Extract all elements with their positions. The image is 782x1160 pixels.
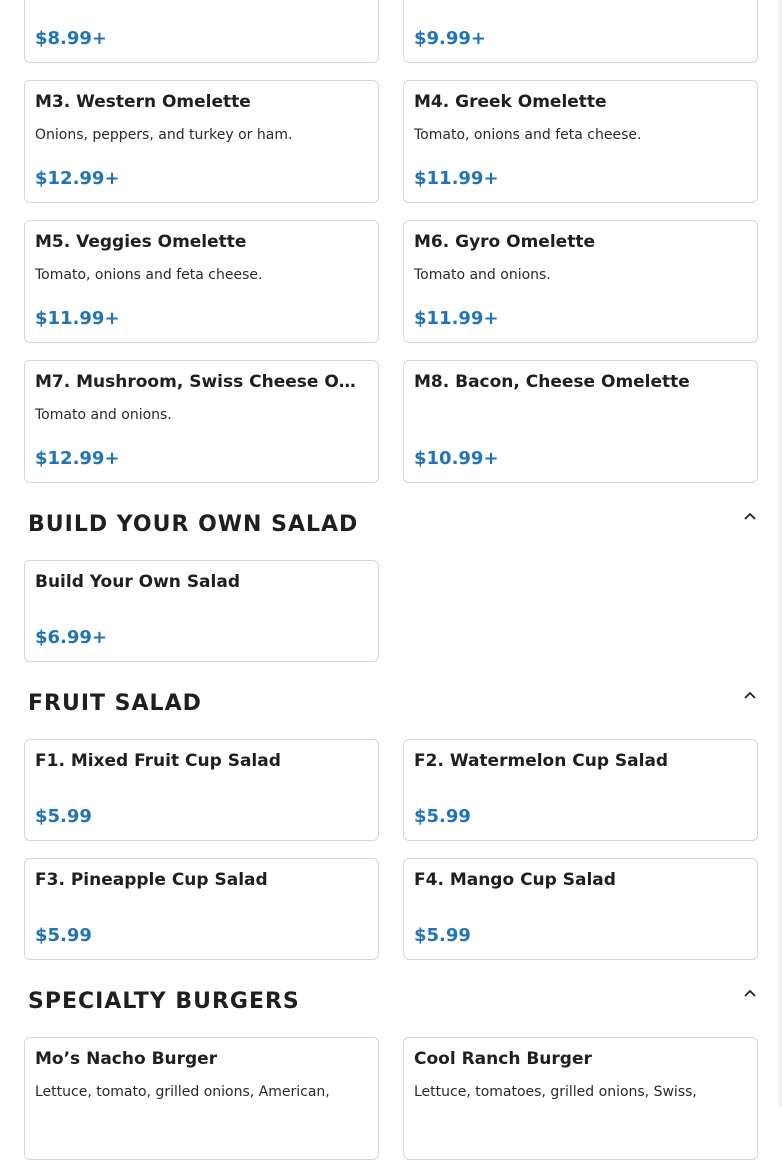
menu-item-card[interactable]: F1. Mixed Fruit Cup Salad $5.99	[24, 739, 379, 841]
menu-item-card[interactable]: F4. Mango Cup Salad $5.99	[403, 858, 758, 960]
item-price: $6.99+	[35, 627, 108, 648]
omelette-grid: $8.99+ $9.99+ M3. Western Omelette Onions…	[24, 0, 758, 483]
section-header-fruit: FRUIT SALAD	[24, 662, 758, 739]
item-description: Lettuce, tomato, grilled onions, America…	[35, 1084, 330, 1100]
menu-item-card[interactable]: M7. Mushroom, Swiss Cheese Omelette Tomat…	[24, 360, 379, 483]
chevron-up-icon[interactable]	[742, 986, 758, 1002]
item-price: $11.99+	[35, 308, 120, 329]
section-title: BUILD YOUR OWN SALAD	[28, 512, 359, 537]
scrollbar[interactable]	[778, 0, 782, 1107]
item-title: Cool Ranch Burger	[414, 1049, 592, 1069]
menu-item-card[interactable]: F3. Pineapple Cup Salad $5.99	[24, 858, 379, 960]
menu-item-card[interactable]: M6. Gyro Omelette Tomato and onions. $11.9…	[403, 220, 758, 343]
item-price: $9.99+	[414, 28, 487, 49]
item-description: Tomato and onions.	[35, 407, 172, 423]
section-title: FRUIT SALAD	[28, 691, 202, 716]
fruit-grid: F1. Mixed Fruit Cup Salad $5.99 F2. Water…	[24, 739, 758, 960]
item-title: F3. Pineapple Cup Salad	[35, 870, 268, 890]
section-header-burgers: SPECIALTY BURGERS	[24, 960, 758, 1037]
item-title: Build Your Own Salad	[35, 572, 240, 592]
item-price: $12.99+	[35, 168, 120, 189]
menu-item-card[interactable]: M3. Western Omelette Onions, peppers, and…	[24, 80, 379, 203]
item-price: $5.99	[35, 806, 92, 827]
chevron-up-icon[interactable]	[742, 509, 758, 525]
menu-item-card[interactable]: Build Your Own Salad $6.99+	[24, 560, 379, 662]
item-title: M4. Greek Omelette	[414, 92, 607, 112]
item-title: M5. Veggies Omelette	[35, 232, 247, 252]
menu-item-card[interactable]: F2. Watermelon Cup Salad $5.99	[403, 739, 758, 841]
salad-grid: Build Your Own Salad $6.99+	[24, 560, 758, 662]
menu-item-card[interactable]: M4. Greek Omelette Tomato, onions and fet…	[403, 80, 758, 203]
item-title: Mo’s Nacho Burger	[35, 1049, 218, 1069]
item-description: Tomato, onions and feta cheese.	[414, 127, 642, 143]
burger-grid: Mo’s Nacho Burger Lettuce, tomato, grille…	[24, 1037, 758, 1160]
menu-item-card[interactable]: Mo’s Nacho Burger Lettuce, tomato, grille…	[24, 1037, 379, 1160]
item-price: $5.99	[35, 925, 92, 946]
item-title: M8. Bacon, Cheese Omelette	[414, 372, 690, 392]
item-title: F1. Mixed Fruit Cup Salad	[35, 751, 281, 771]
item-description: Tomato, onions and feta cheese.	[35, 267, 263, 283]
menu-item-card[interactable]: $8.99+	[24, 0, 379, 63]
section-header-salad: BUILD YOUR OWN SALAD	[24, 483, 758, 560]
item-price: $8.99+	[35, 28, 108, 49]
menu-item-card[interactable]: $9.99+	[403, 0, 758, 63]
menu-item-card[interactable]: M5. Veggies Omelette Tomato, onions and f…	[24, 220, 379, 343]
menu-item-card[interactable]: Cool Ranch Burger Lettuce, tomatoes, gril…	[403, 1037, 758, 1160]
item-title: F2. Watermelon Cup Salad	[414, 751, 669, 771]
item-price: $10.99+	[414, 448, 499, 469]
item-price: $5.99	[414, 925, 471, 946]
item-description: Lettuce, tomatoes, grilled onions, Swiss…	[414, 1084, 697, 1100]
item-price: $5.99	[414, 806, 471, 827]
item-title: M3. Western Omelette	[35, 92, 251, 112]
item-title: F4. Mango Cup Salad	[414, 870, 616, 890]
item-price: $12.99+	[35, 448, 120, 469]
item-description: Onions, peppers, and turkey or ham.	[35, 127, 293, 143]
item-price: $11.99+	[414, 308, 499, 329]
chevron-up-icon[interactable]	[742, 688, 758, 704]
item-description: Tomato and onions.	[414, 267, 551, 283]
item-title: M6. Gyro Omelette	[414, 232, 595, 252]
item-title: M7. Mushroom, Swiss Cheese Omelette	[35, 372, 368, 392]
item-price: $11.99+	[414, 168, 499, 189]
section-title: SPECIALTY BURGERS	[28, 989, 300, 1014]
menu-item-card[interactable]: M8. Bacon, Cheese Omelette $10.99+	[403, 360, 758, 483]
menu-list: $8.99+ $9.99+ M3. Western Omelette Onions…	[24, 0, 758, 1160]
